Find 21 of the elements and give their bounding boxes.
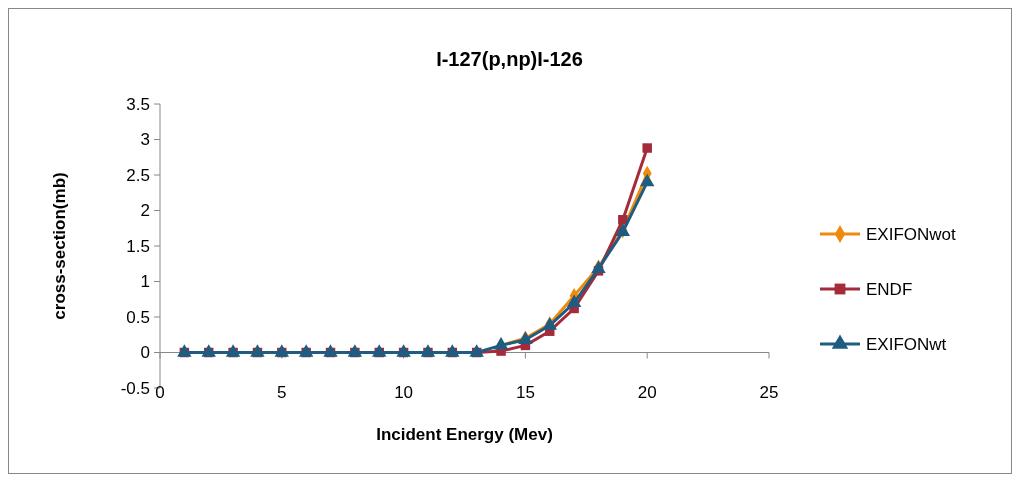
y-tick-label: 1: [140, 272, 150, 292]
y-tick-label: -0.5: [120, 378, 150, 398]
y-tick-label: 3: [140, 130, 150, 150]
y-tick-label: 1.5: [126, 236, 150, 256]
y-axis-title: cross-section(mb): [50, 172, 69, 320]
y-tick-label: 0: [140, 343, 150, 363]
x-tick-label: 25: [759, 383, 779, 402]
x-tick-label: 15: [515, 383, 535, 402]
x-tick-label: 0: [155, 383, 165, 402]
x-tick-label: 20: [637, 383, 657, 402]
y-tick-label: 0.5: [126, 307, 150, 327]
chart-title: I-127(p,np)I-126: [436, 48, 583, 70]
y-tick-label: 2: [140, 201, 150, 221]
x-tick-label: 10: [394, 383, 414, 402]
legend-label: ENDF: [866, 279, 913, 299]
y-tick-label: 3.5: [126, 94, 150, 114]
legend-label: EXIFONwt: [866, 334, 947, 354]
x-axis-title: Incident Energy (Mev): [376, 425, 553, 444]
legend-label: EXIFONwot: [866, 224, 957, 244]
x-tick-label: 5: [277, 383, 287, 402]
y-tick-label: 2.5: [126, 165, 150, 185]
